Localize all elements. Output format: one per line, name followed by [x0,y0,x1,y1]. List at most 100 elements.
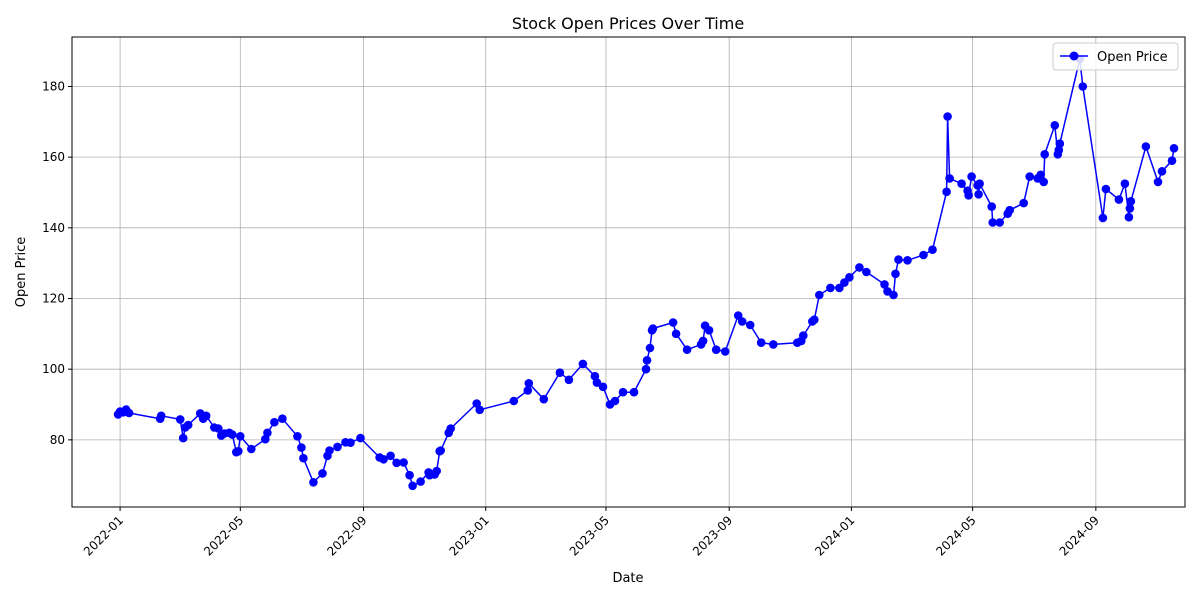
data-point [945,174,954,183]
data-point [416,477,425,486]
data-point [964,191,973,200]
data-point [598,382,608,392]
data-point [629,387,639,397]
data-point [1114,195,1124,204]
data-point [318,469,327,478]
data-point [524,379,534,388]
data-point [592,378,602,387]
y-tick-label: 140 [42,221,65,235]
legend: Open Price [1052,42,1179,71]
data-point [698,336,708,346]
data-point [1157,167,1167,176]
data-point [175,415,185,424]
data-point [278,414,287,424]
y-tick-label: 80 [50,433,65,447]
y-axis: 80 100 120 140 160 180 [42,79,72,447]
data-point [737,317,747,326]
data-point [799,331,808,340]
data-point [1125,204,1135,213]
data-point [399,458,408,467]
grid [72,37,1185,507]
data-point [1169,144,1179,153]
data-point [247,444,256,454]
data-point [509,396,519,406]
data-point [919,250,928,260]
data-point [297,443,306,452]
data-point [641,364,651,374]
data-point [392,458,401,468]
legend-marker [1069,51,1079,61]
data-point [756,338,766,348]
data-point [124,408,134,418]
data-point [555,368,565,378]
data-point [891,269,900,279]
data-point [1040,150,1049,159]
y-axis-label: Open Price [14,237,29,308]
data-point [1126,197,1136,206]
data-point [564,375,574,385]
data-point [325,446,334,455]
data-point [228,430,237,439]
data-point [845,273,854,282]
data-point [862,267,871,277]
data-point [942,187,951,197]
data-point [1098,213,1108,223]
data-point [1153,177,1163,187]
data-point [1005,205,1014,215]
data-point [671,329,681,339]
data-point [642,356,652,365]
data-point [408,481,417,491]
data-point [720,347,730,356]
legend-box [1052,42,1179,71]
data-point [446,424,456,433]
data-point [943,112,952,121]
data-point [1054,145,1064,155]
data-point [234,446,243,456]
data-point [810,315,819,325]
data-point [889,290,898,300]
data-point [704,326,714,335]
data-point [668,318,678,327]
data-point [826,283,835,293]
data-point [1050,121,1060,130]
data-point [975,179,984,188]
data-point [214,424,223,433]
data-point [928,245,937,254]
data-point [178,433,188,443]
data-point [988,218,997,227]
data-point [711,345,721,355]
data-point [1167,156,1177,165]
data-point [475,405,485,415]
data-point [236,432,245,441]
series-layer [113,54,1179,491]
data-point [309,478,318,487]
data-point [815,290,824,300]
data-point [379,455,388,464]
data-point [1036,170,1045,180]
data-point [405,470,414,480]
data-point [356,433,365,443]
data-point [610,396,620,406]
data-point [1039,177,1048,187]
chart-title: Stock Open Prices Over Time [512,14,744,33]
data-point [769,340,778,349]
data-point [645,343,655,353]
data-point [1120,179,1130,188]
data-point [270,417,279,427]
data-point [957,179,966,188]
plot-frame [71,36,1186,508]
data-point [436,446,446,455]
y-tick-label: 100 [42,362,65,376]
y-tick-label: 120 [42,292,65,306]
data-point [1055,139,1065,148]
data-point [855,263,864,272]
data-point [346,438,355,448]
data-point [523,386,533,395]
data-point [1025,172,1034,181]
data-point [1141,142,1151,151]
data-point [745,320,755,330]
x-axis-label: Date [612,571,643,586]
y-tick-label: 160 [42,150,65,164]
